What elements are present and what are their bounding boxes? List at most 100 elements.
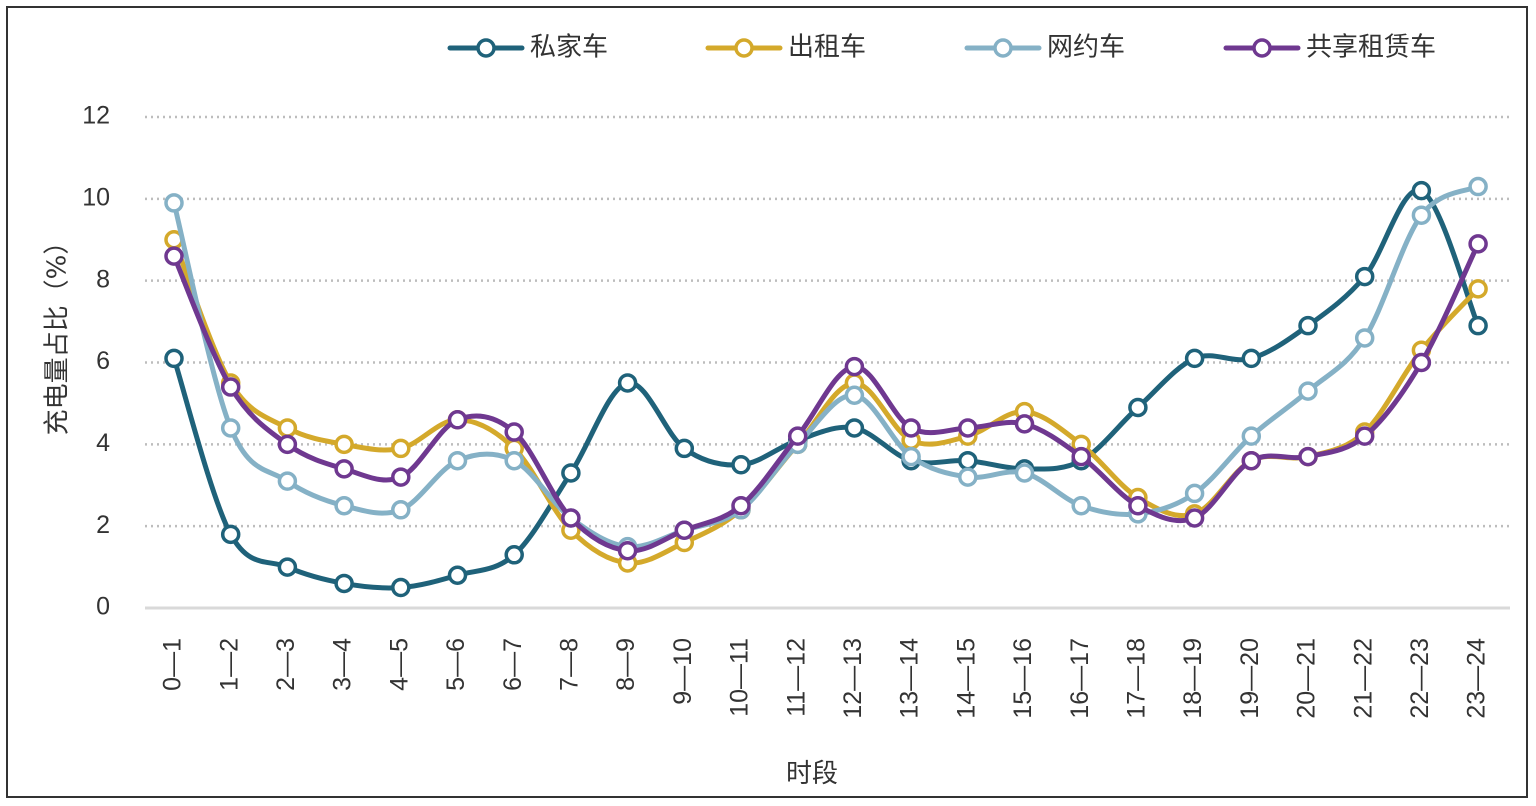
data-point xyxy=(1241,450,1262,471)
y-tick-label: 10 xyxy=(82,183,110,211)
data-point xyxy=(1468,176,1488,197)
data-point xyxy=(220,418,241,438)
data-point xyxy=(1241,426,1262,446)
data-point xyxy=(1354,266,1375,287)
x-tick-label: 15—16 xyxy=(1009,638,1037,719)
x-tick-label: 12—13 xyxy=(839,638,867,719)
data-point xyxy=(1128,495,1148,516)
series-group xyxy=(164,176,1488,598)
data-point xyxy=(447,410,468,430)
data-point xyxy=(1468,234,1488,254)
x-tick-label: 2—3 xyxy=(272,638,300,691)
legend-marker xyxy=(1252,38,1272,58)
x-tick-label: 11—12 xyxy=(782,638,810,717)
y-tick-label: 2 xyxy=(96,511,110,539)
data-point xyxy=(901,418,921,438)
data-point xyxy=(391,467,411,487)
data-point xyxy=(1184,348,1205,369)
data-point xyxy=(504,422,524,442)
data-point xyxy=(391,438,411,459)
data-point xyxy=(617,373,638,393)
x-tick-label: 18—19 xyxy=(1179,638,1207,719)
x-tick-label: 19—20 xyxy=(1236,638,1264,719)
data-point xyxy=(391,577,411,598)
data-point xyxy=(277,418,298,438)
series-4 xyxy=(164,234,1488,561)
data-point xyxy=(164,348,184,369)
legend-item: 共享租赁车 xyxy=(1223,33,1436,63)
x-tick-label: 22—23 xyxy=(1406,638,1434,719)
y-tick-label: 6 xyxy=(96,347,110,375)
x-tick-label: 14—15 xyxy=(952,638,980,719)
data-point xyxy=(1411,352,1432,373)
data-point xyxy=(617,540,638,561)
data-point xyxy=(958,418,978,438)
chart-frame xyxy=(6,6,1528,798)
series-line xyxy=(171,237,1481,566)
legend-marker xyxy=(734,38,754,58)
x-tick-label: 5—6 xyxy=(442,638,470,691)
data-point xyxy=(334,495,354,516)
series-3 xyxy=(164,176,1488,557)
data-point xyxy=(277,471,298,491)
data-point xyxy=(901,446,921,467)
x-axis-title: 时段 xyxy=(786,759,838,789)
data-point xyxy=(220,377,241,397)
y-tick-label: 8 xyxy=(96,265,110,293)
data-point xyxy=(1468,279,1488,299)
data-point xyxy=(731,495,751,516)
data-point xyxy=(1411,180,1432,201)
data-point xyxy=(674,520,695,541)
x-tick-label: 8—9 xyxy=(612,638,640,691)
data-point xyxy=(1071,495,1091,516)
series-2 xyxy=(164,230,1488,573)
x-tick-label: 6—7 xyxy=(499,638,527,691)
data-point xyxy=(1184,508,1205,528)
x-tick-label: 7—8 xyxy=(556,638,584,691)
data-point xyxy=(1241,348,1262,369)
data-point xyxy=(1354,328,1375,348)
x-tick-label: 9—10 xyxy=(669,638,697,705)
y-tick-label: 4 xyxy=(96,429,110,457)
legend-marker xyxy=(476,38,496,58)
data-point xyxy=(844,356,865,377)
data-point xyxy=(1411,205,1432,225)
data-point xyxy=(1298,381,1318,401)
data-point xyxy=(1298,315,1318,336)
data-point xyxy=(787,426,808,446)
legend-item: 出租车 xyxy=(705,33,866,63)
data-point xyxy=(277,557,298,577)
data-point xyxy=(164,193,184,213)
x-tick-label: 20—21 xyxy=(1293,638,1321,719)
y-tick-label: 12 xyxy=(82,102,110,130)
legend-label: 网约车 xyxy=(1047,33,1125,63)
series-line xyxy=(171,187,1481,591)
series-1 xyxy=(164,180,1488,598)
x-tick-label: 4—5 xyxy=(385,638,413,691)
data-point xyxy=(334,434,354,455)
data-point xyxy=(674,438,695,459)
data-point xyxy=(1014,414,1035,434)
data-point xyxy=(1184,483,1205,504)
x-axis-ticks: 0—1 1—2 2—3 3—4 4—5 5—6 6—7 7—8 8—9 9—10 10—11 11—1… xyxy=(159,638,1491,719)
data-point xyxy=(504,545,524,565)
data-point xyxy=(277,434,298,455)
grid-lines xyxy=(145,115,1510,610)
data-point xyxy=(958,450,978,471)
data-point xyxy=(504,450,524,471)
data-point xyxy=(561,508,581,528)
legend-item: 私家车 xyxy=(447,33,608,63)
data-point xyxy=(164,246,184,266)
legend-label: 共享租赁车 xyxy=(1306,33,1436,63)
data-point xyxy=(844,385,865,405)
data-point xyxy=(844,418,865,438)
data-point xyxy=(220,524,241,545)
data-point xyxy=(1071,446,1091,467)
x-tick-label: 3—4 xyxy=(329,638,357,691)
x-tick-label: 23—24 xyxy=(1463,638,1491,719)
x-tick-label: 17—18 xyxy=(1123,638,1151,719)
data-point xyxy=(1354,426,1375,446)
data-point xyxy=(561,463,581,483)
legend-label: 私家车 xyxy=(530,33,608,63)
